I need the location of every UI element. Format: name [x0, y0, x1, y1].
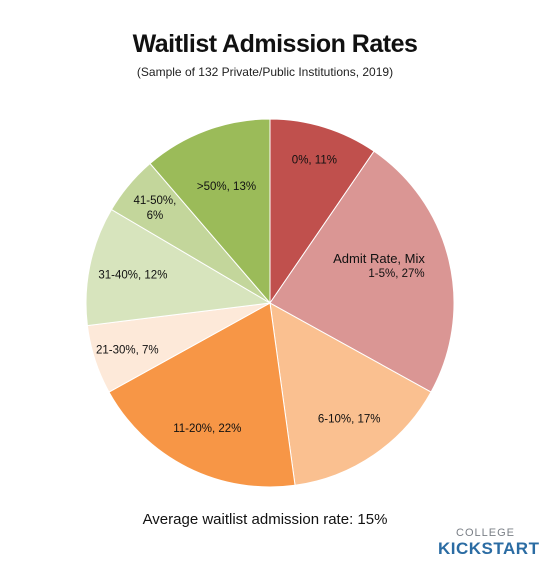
slice-label-7: 41-50%, 6%	[133, 195, 176, 222]
slice-label-6: 31-40%, 12%	[98, 270, 167, 282]
logo-top-text: COLLEGE	[456, 527, 515, 539]
chart-subtitle: (Sample of 132 Private/Public Institutio…	[136, 65, 394, 79]
chart-title: Waitlist Admission Rates	[132, 30, 418, 58]
slice-label-8: >50%, 13%	[197, 181, 256, 193]
pie-slice-8	[149, 118, 271, 305]
college-kickstart-logo: COLLEGE KICKSTART	[438, 527, 544, 559]
pie-chart: 0%, 11% 1-5%, 27% 6-10%, 17% 11-20%, 22% 21-…	[85, 118, 455, 488]
slice-label-1: 0%, 11%	[292, 155, 337, 167]
pie-slice-3	[269, 302, 432, 486]
logo-bottom-text: KICKSTART	[438, 539, 540, 558]
pie-slice-2	[269, 150, 455, 393]
slice-label-4: 11-20%, 22%	[173, 423, 241, 435]
slice-label-2: 1-5%, 27%	[368, 268, 424, 280]
pie-slice-4	[108, 302, 296, 488]
slice-label-5: 21-30%, 7%	[96, 344, 159, 356]
pie-slice-1	[269, 118, 375, 305]
slice-label-3: 6-10%, 17%	[318, 414, 381, 426]
average-rate-note: Average waitlist admission rate: 15%	[142, 511, 388, 528]
pie-slice-6	[85, 208, 272, 327]
legend-title: Admit Rate, Mix	[333, 251, 425, 266]
